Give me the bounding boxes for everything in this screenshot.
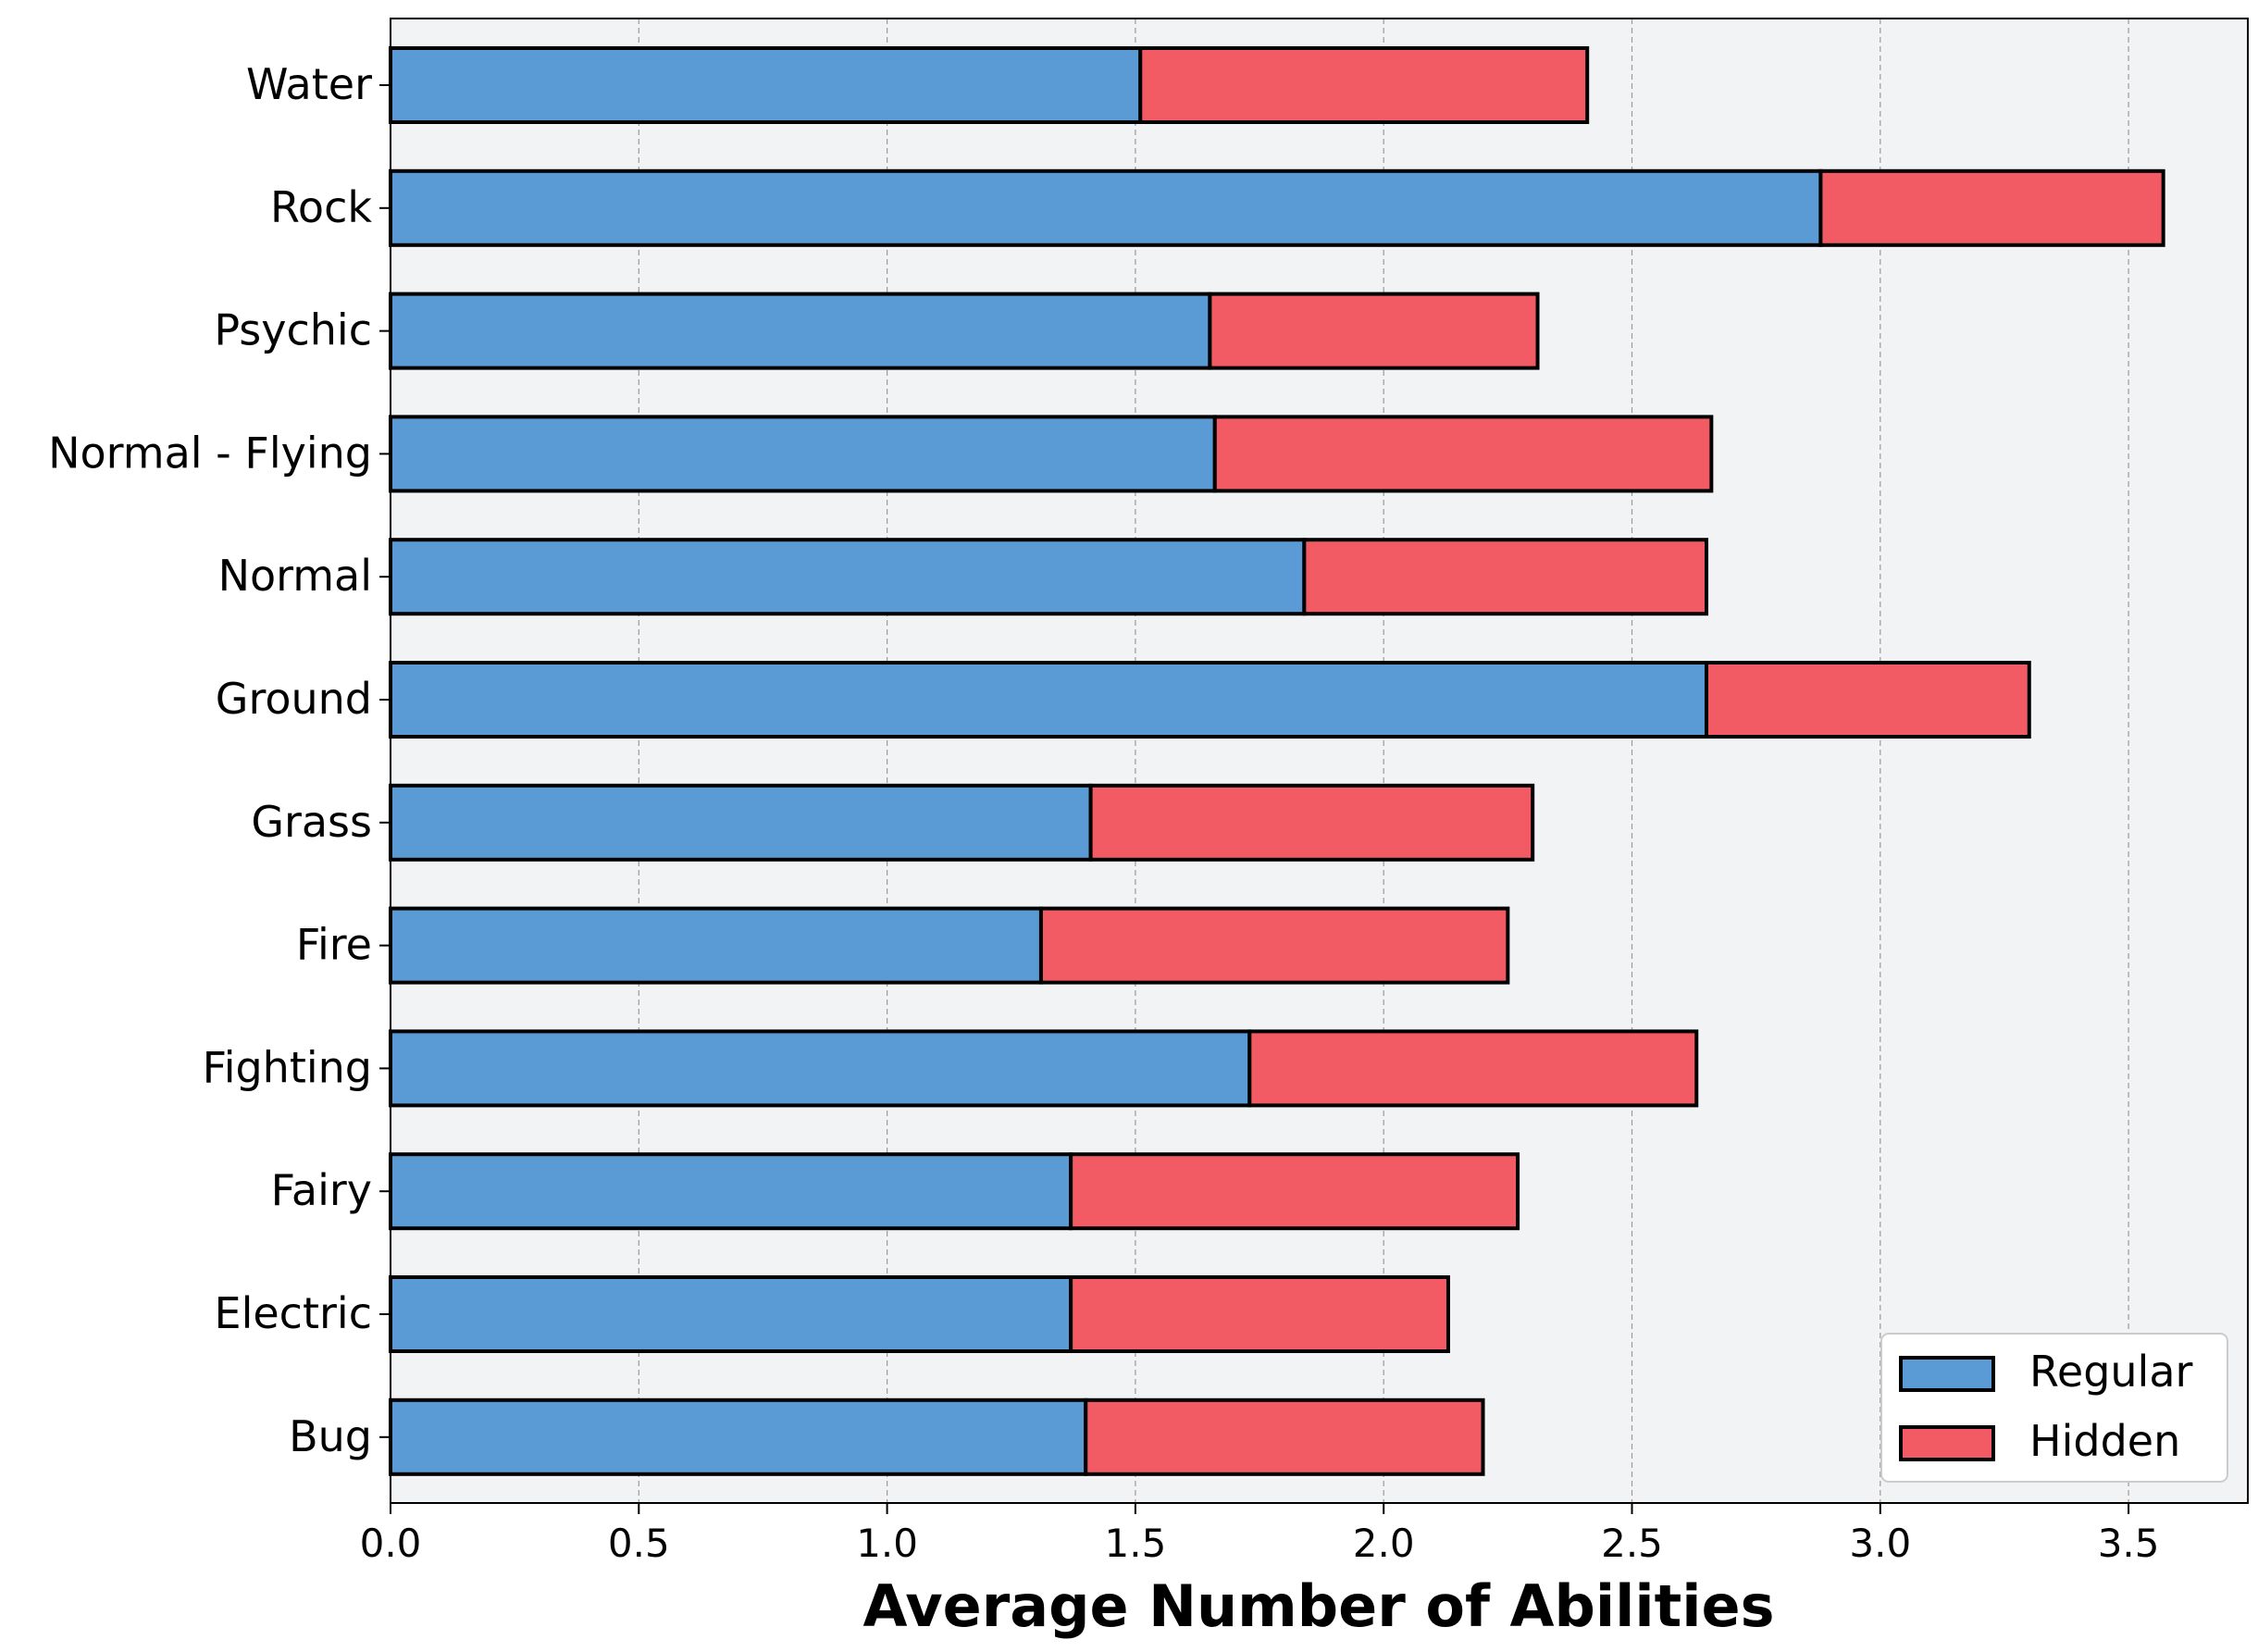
bar-hidden <box>1088 783 1535 862</box>
x-tick-label: 1.0 <box>856 1521 918 1566</box>
bar-hidden <box>1069 1275 1450 1353</box>
bar-hidden <box>1212 415 1714 493</box>
x-tick-label: 0.5 <box>608 1521 670 1566</box>
legend-label-hidden: Hidden <box>2029 1416 2180 1466</box>
bar-regular <box>389 783 1093 862</box>
bar-regular <box>389 168 1823 247</box>
y-tick-label: Normal - Flying <box>48 428 372 478</box>
x-tick-label: 2.0 <box>1353 1521 1415 1566</box>
bar-hidden <box>1818 168 2165 247</box>
y-tick-label: Electric <box>215 1288 372 1338</box>
bar-hidden <box>1038 906 1510 985</box>
x-tick-label: 2.5 <box>1601 1521 1663 1566</box>
bar-regular <box>389 538 1307 616</box>
legend-swatch-hidden <box>1899 1425 1995 1461</box>
y-tick-label: Psychic <box>214 305 372 355</box>
bar-hidden <box>1704 661 2031 739</box>
y-tick-label: Normal <box>218 551 372 601</box>
x-tick-label: 1.5 <box>1105 1521 1167 1566</box>
y-tick-label: Ground <box>216 674 372 724</box>
x-axis: 0.0 0.5 1.0 1.5 2.0 2.5 3.0 3.5 <box>360 1503 2160 1566</box>
bar-regular <box>389 292 1212 370</box>
bar-hidden <box>1069 1152 1520 1231</box>
legend-swatch-regular <box>1899 1356 1995 1392</box>
bar-hidden <box>1208 292 1540 370</box>
bars <box>389 46 2165 1476</box>
legend-label-regular: Regular <box>2029 1347 2193 1397</box>
bar-regular <box>389 1275 1073 1353</box>
y-tick-label: Rock <box>270 182 372 232</box>
bar-regular <box>389 415 1217 493</box>
y-tick-label: Grass <box>251 797 372 847</box>
bar-regular <box>389 661 1708 739</box>
legend: Regular Hidden <box>1880 1333 2228 1483</box>
x-tick-label: 0.0 <box>360 1521 422 1566</box>
bar-hidden <box>1084 1397 1485 1476</box>
bar-regular <box>389 1152 1073 1231</box>
x-grid <box>638 19 2129 1503</box>
x-axis-label: Average Number of Abilities <box>862 1572 1774 1640</box>
plot-frame <box>390 18 2249 1504</box>
bar-hidden <box>1138 46 1590 124</box>
bar-regular <box>389 906 1043 985</box>
x-tick-label: 3.0 <box>1849 1521 1911 1566</box>
y-tick-label: Fighting <box>203 1042 372 1092</box>
bar-regular <box>389 1029 1252 1108</box>
y-tick-label: Fire <box>296 920 372 970</box>
bar-regular <box>389 1397 1088 1476</box>
y-tick-label: Water <box>246 59 372 109</box>
y-tick-label: Fairy <box>271 1165 372 1215</box>
x-tick-label: 3.5 <box>2098 1521 2160 1566</box>
plot-background <box>391 19 2248 1503</box>
bar-hidden <box>1247 1029 1699 1108</box>
bar-hidden <box>1302 538 1708 616</box>
bar-regular <box>389 46 1143 124</box>
y-tick-label: Bug <box>289 1411 372 1461</box>
y-axis: Water Rock Psychic Normal - Flying Normal Gro… <box>48 59 391 1461</box>
